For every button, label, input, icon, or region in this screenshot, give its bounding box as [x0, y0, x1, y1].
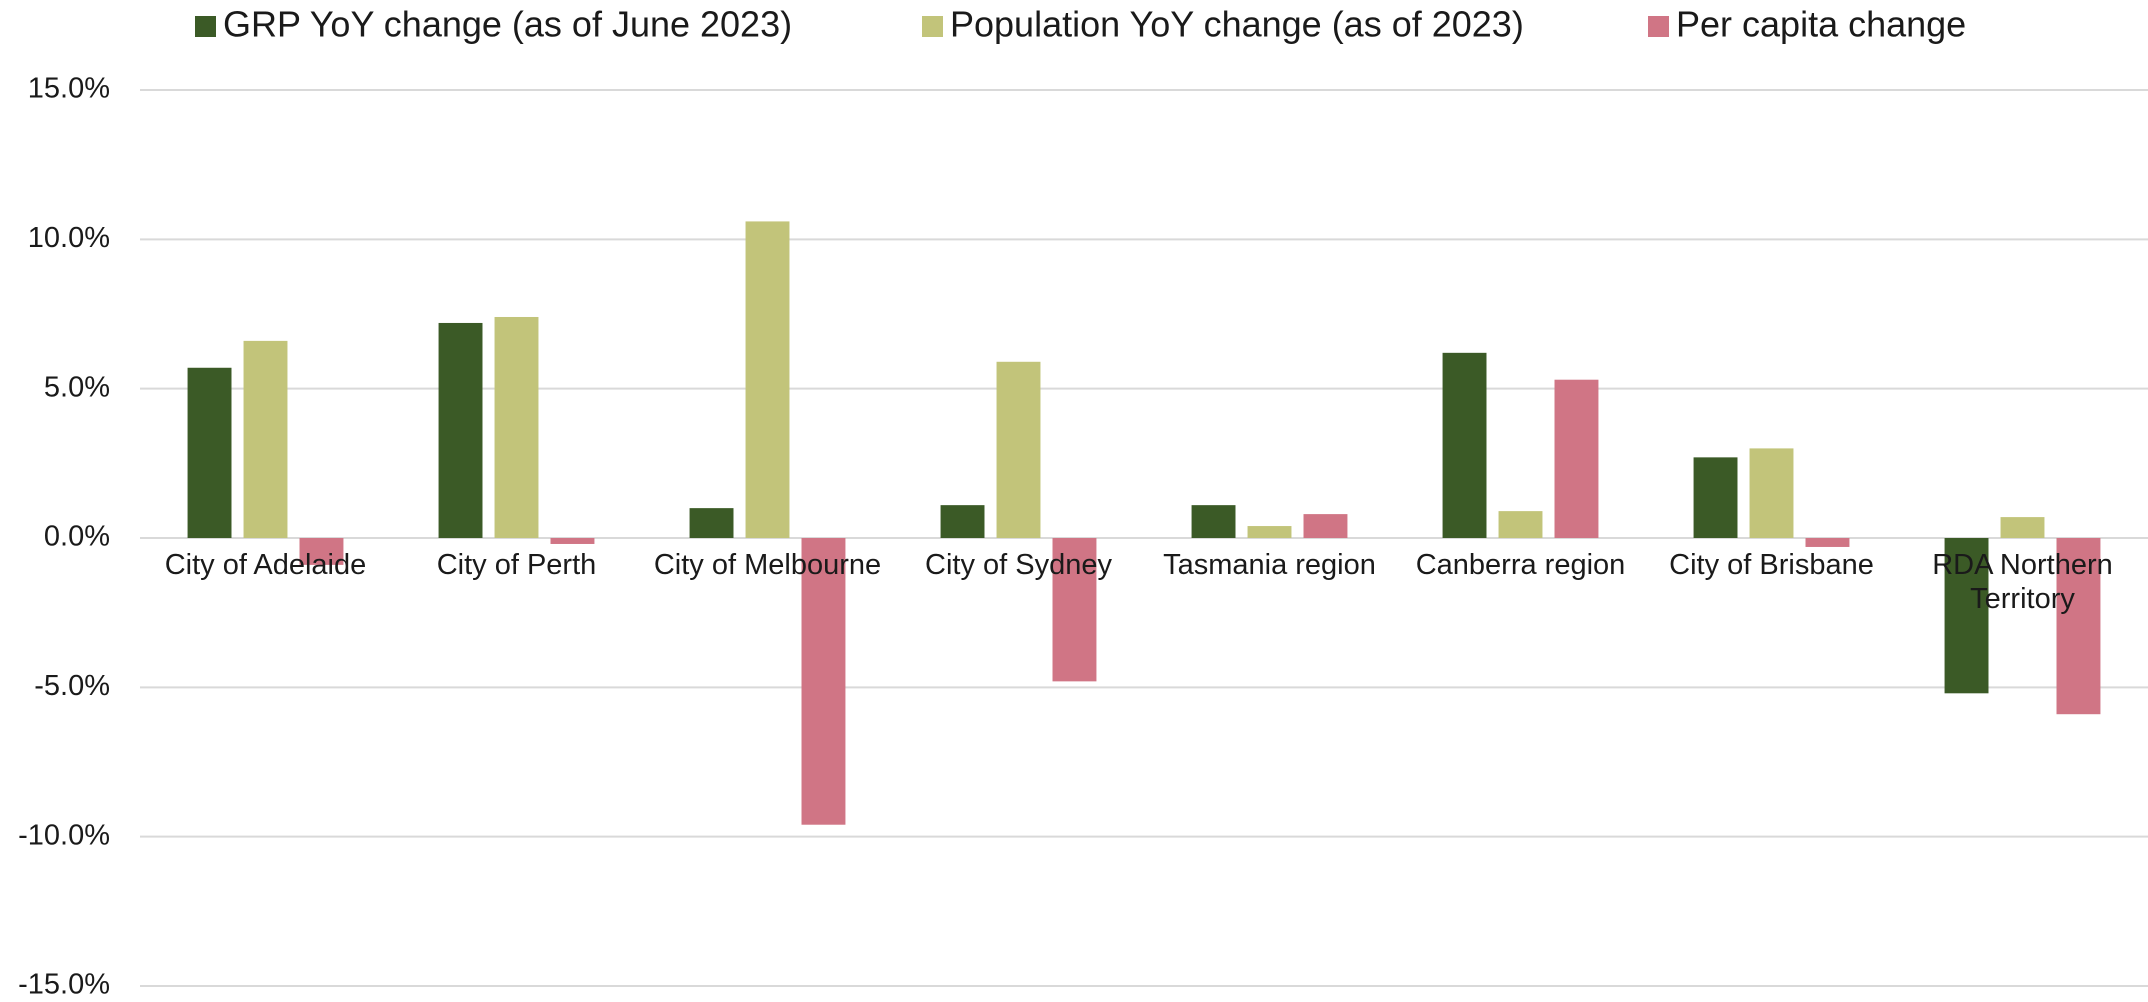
bar: [940, 505, 985, 538]
legend-label: Per capita change: [1676, 4, 1966, 45]
bar: [1693, 457, 1738, 538]
legend-swatch: [195, 16, 216, 37]
bar: [550, 538, 595, 544]
bar: [1052, 538, 1097, 682]
x-tick-label: City of Melbourne: [653, 549, 882, 581]
bar: [1805, 538, 1850, 547]
bar: [494, 316, 539, 538]
legend-label: Population YoY change (as of 2023): [950, 4, 1524, 45]
bar: [1498, 511, 1543, 538]
bar: [2056, 538, 2101, 715]
bar: [1749, 448, 1794, 538]
x-tick-label: City of Sydney: [925, 549, 1112, 581]
bar: [1191, 505, 1236, 538]
y-tick-label: -15.0%: [18, 969, 110, 1001]
bar: [1554, 379, 1599, 538]
bar: [1442, 352, 1487, 538]
bar: [299, 538, 344, 565]
bar: [745, 221, 790, 538]
legend-swatch: [922, 16, 943, 37]
bar: [438, 322, 483, 538]
y-tick-label: 0.0%: [44, 521, 110, 553]
x-tick-label: City of Brisbane: [1669, 549, 1874, 581]
legend-label: GRP YoY change (as of June 2023): [223, 4, 792, 45]
x-tick-label: City of Adelaide: [164, 549, 367, 581]
y-tick-label: 5.0%: [44, 371, 110, 403]
bar: [1944, 538, 1989, 694]
bar: [243, 340, 288, 538]
legend-swatch: [1648, 16, 1669, 37]
x-tick-label: Tasmania region: [1163, 549, 1376, 581]
y-tick-label: -5.0%: [34, 670, 110, 702]
x-tick-label: Canberra region: [1415, 549, 1626, 581]
bar: [996, 361, 1041, 538]
y-tick-label: 10.0%: [28, 222, 110, 254]
bar: [2000, 517, 2045, 538]
bar: [801, 538, 846, 825]
y-tick-label: -10.0%: [18, 819, 110, 851]
y-tick-label: 15.0%: [28, 73, 110, 105]
x-tick-label: RDA Northern Territory: [1932, 549, 2113, 615]
bar: [1303, 514, 1348, 538]
bar: [187, 367, 232, 538]
bar: [689, 508, 734, 538]
bar: [1247, 526, 1292, 538]
x-tick-label: City of Perth: [436, 549, 597, 581]
